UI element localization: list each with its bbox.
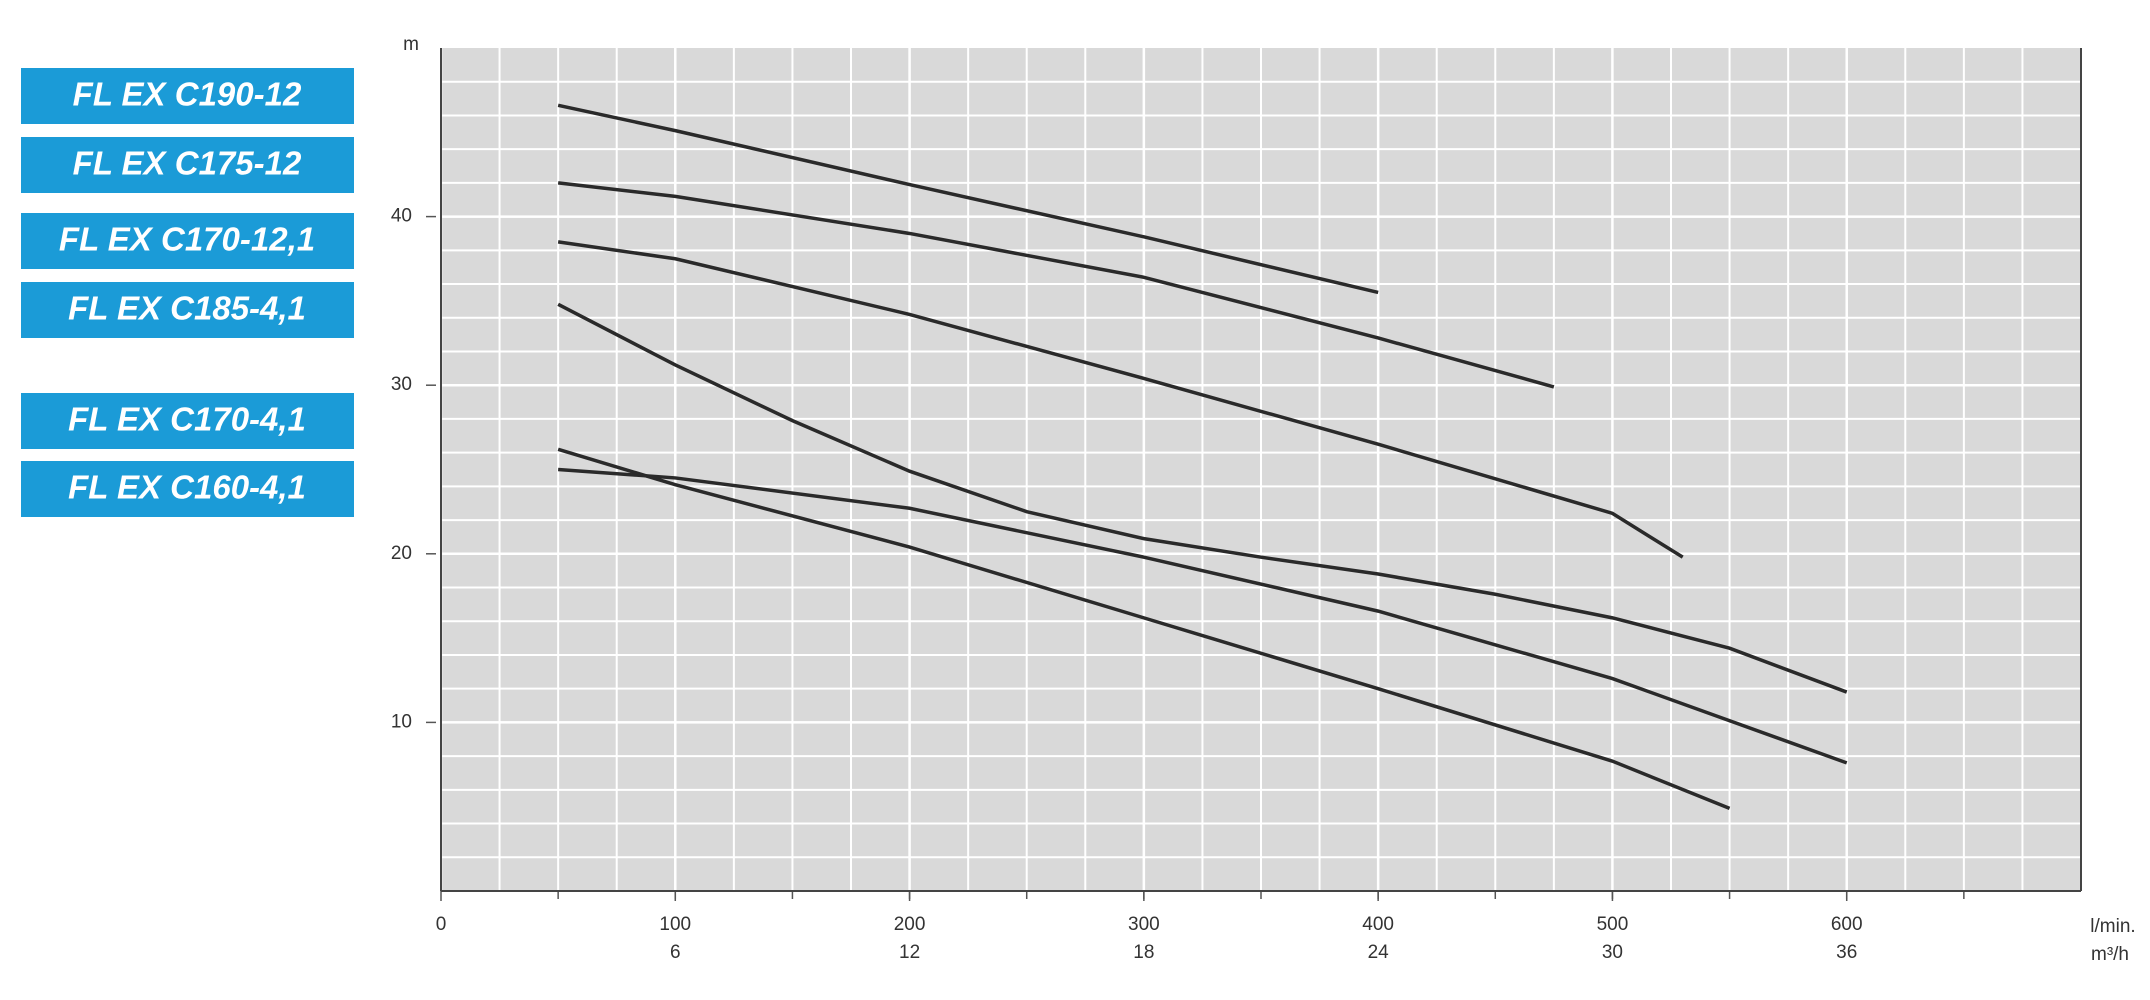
x-tick-label: 300: [1128, 914, 1160, 935]
series-line: [557, 240, 1684, 559]
y-tick-label: 20: [391, 543, 412, 564]
legend-box: [21, 282, 354, 338]
legend-label: FL EX C190-12: [73, 76, 302, 113]
legend-box: [21, 461, 354, 517]
legend-label: FL EX C170-4,1: [68, 401, 306, 438]
y-tick-label: 30: [391, 374, 412, 395]
x2-tick-label: 6: [670, 942, 681, 963]
x-tick-label: 200: [894, 914, 926, 935]
series-line: [557, 103, 1379, 295]
series-line: [557, 302, 1848, 694]
series-line: [557, 447, 1731, 811]
x2-tick-label: 18: [1133, 942, 1154, 963]
legend-label: FL EX C170-12,1: [59, 221, 315, 258]
legend-box: [21, 393, 354, 449]
x2-tick-label: 24: [1368, 942, 1390, 963]
x-tick-label: 500: [1597, 914, 1629, 935]
x2-tick-label: 36: [1836, 942, 1857, 963]
x-tick-label: 0: [436, 914, 447, 935]
legend-box: [21, 213, 354, 269]
series-line: [557, 181, 1555, 389]
x-tick-label: 100: [659, 914, 691, 935]
legend-box: [21, 68, 354, 124]
x-tick-label: 600: [1831, 914, 1863, 935]
x2-tick-label: 30: [1602, 942, 1623, 963]
y-axis-label: m: [403, 34, 419, 55]
legend-label: FL EX C185-4,1: [68, 290, 306, 327]
legend-label: FL EX C160-4,1: [68, 469, 306, 506]
x-axis-label: l/min.: [2090, 916, 2135, 937]
x2-tick-label: 12: [899, 942, 920, 963]
x-tick-label: 400: [1362, 914, 1394, 935]
x2-axis-label: m³/h: [2091, 944, 2129, 965]
legend-box: [21, 137, 354, 193]
series-line: [558, 467, 1848, 765]
legend-label: FL EX C175-12: [73, 145, 302, 182]
y-tick-label: 10: [391, 711, 412, 732]
y-tick-label: 40: [391, 206, 412, 227]
